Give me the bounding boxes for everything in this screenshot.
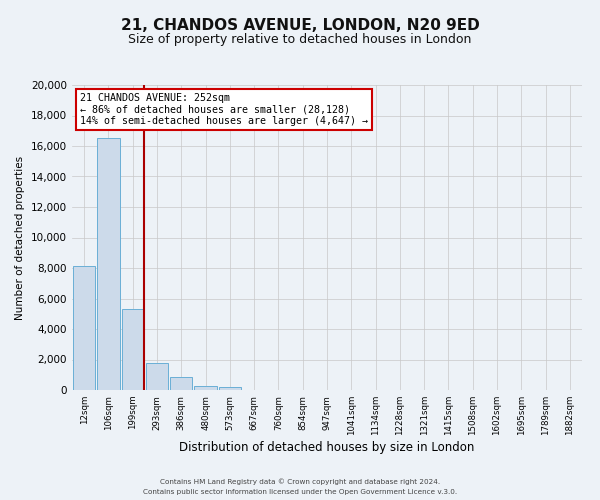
Bar	[146, 364, 168, 390]
Text: 21, CHANDOS AVENUE, LONDON, N20 9ED: 21, CHANDOS AVENUE, LONDON, N20 9ED	[121, 18, 479, 32]
X-axis label: Distribution of detached houses by size in London: Distribution of detached houses by size …	[179, 441, 475, 454]
Text: Contains public sector information licensed under the Open Government Licence v.: Contains public sector information licen…	[143, 489, 457, 495]
Bar	[122, 309, 144, 390]
Bar	[97, 138, 119, 390]
Y-axis label: Number of detached properties: Number of detached properties	[16, 156, 25, 320]
Bar	[73, 266, 95, 390]
Bar	[194, 386, 217, 390]
Text: Contains HM Land Registry data © Crown copyright and database right 2024.: Contains HM Land Registry data © Crown c…	[160, 478, 440, 485]
Bar	[170, 378, 193, 390]
Bar	[218, 386, 241, 390]
Text: Size of property relative to detached houses in London: Size of property relative to detached ho…	[128, 32, 472, 46]
Text: 21 CHANDOS AVENUE: 252sqm
← 86% of detached houses are smaller (28,128)
14% of s: 21 CHANDOS AVENUE: 252sqm ← 86% of detac…	[80, 92, 368, 126]
